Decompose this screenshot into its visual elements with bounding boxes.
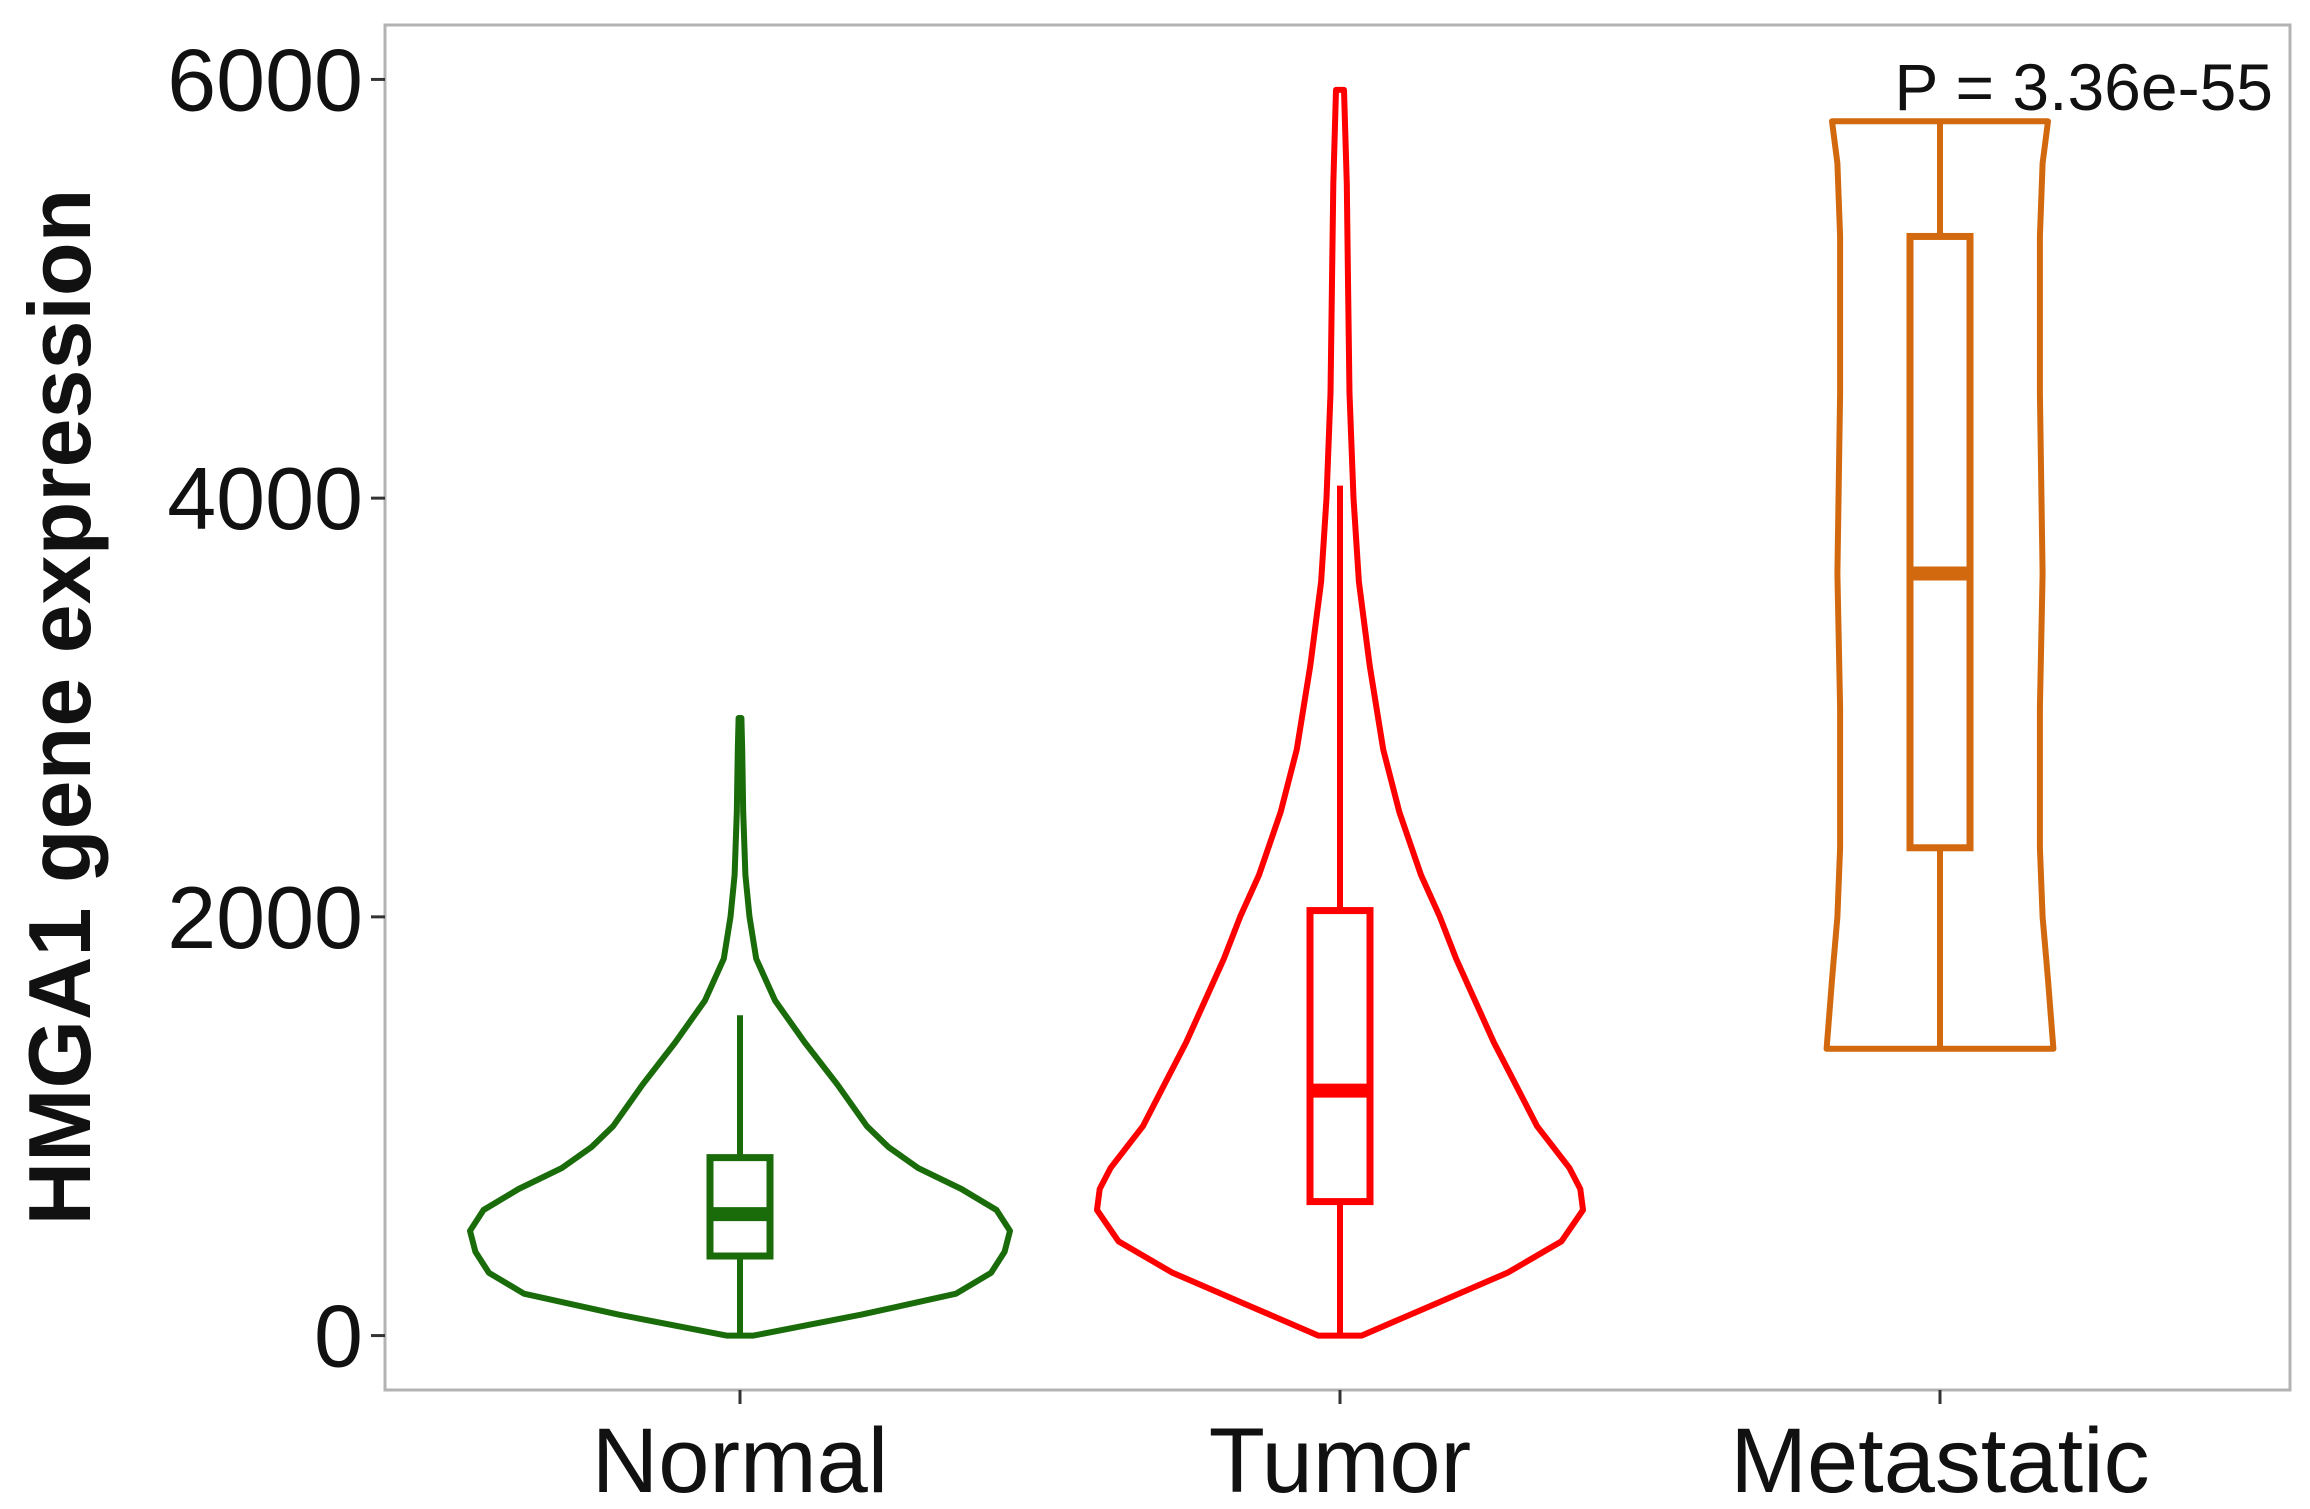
plot-panel-border xyxy=(383,23,2292,1392)
box-iqr xyxy=(1306,907,1374,1206)
violin-shape xyxy=(1094,86,1586,1339)
y-tick-label: 2000 xyxy=(167,868,363,967)
x-tick-label: Metastatic xyxy=(1730,1410,2149,1509)
violin-group-metastatic xyxy=(1823,118,2057,1052)
violins xyxy=(467,86,2057,1339)
x-tick-label: Normal xyxy=(592,1410,888,1509)
violin-group-normal xyxy=(467,715,1013,1339)
y-tick-label: 6000 xyxy=(167,30,363,129)
y-axis-label: HMGA1 gene expression xyxy=(10,189,109,1226)
x-axis: Normal Tumor Metastatic xyxy=(592,1390,2150,1509)
p-value-annotation: P = 3.36e-55 xyxy=(1894,50,2273,124)
violin-group-tumor xyxy=(1094,86,1586,1339)
violin-shape xyxy=(467,715,1013,1339)
x-tick-label: Tumor xyxy=(1209,1410,1471,1509)
box-iqr xyxy=(1906,232,1974,852)
y-axis: 0 2000 4000 6000 xyxy=(167,30,385,1386)
y-tick-label: 4000 xyxy=(167,449,363,548)
box-iqr xyxy=(706,1154,774,1260)
violin-shape xyxy=(1823,118,2057,1052)
y-tick-label: 0 xyxy=(314,1287,363,1386)
